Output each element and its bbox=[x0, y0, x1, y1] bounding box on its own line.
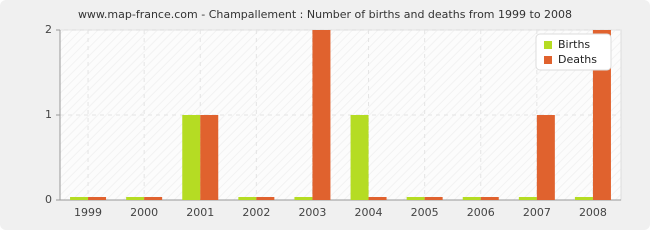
y-tick-label: 1 bbox=[45, 108, 52, 121]
y-tick-label: 2 bbox=[45, 23, 52, 36]
legend-swatch bbox=[544, 56, 552, 64]
bar bbox=[350, 115, 369, 200]
bar bbox=[144, 197, 163, 200]
bar bbox=[368, 197, 387, 200]
x-tick-label: 1999 bbox=[74, 206, 102, 219]
x-tick-label: 2006 bbox=[467, 206, 495, 219]
chart: www.map-france.com - Champallement : Num… bbox=[0, 0, 650, 230]
x-tick-label: 2000 bbox=[130, 206, 158, 219]
x-tick-label: 2002 bbox=[242, 206, 270, 219]
bar bbox=[182, 115, 201, 200]
bar bbox=[200, 115, 219, 200]
x-tick-label: 2007 bbox=[523, 206, 551, 219]
bar bbox=[480, 197, 499, 200]
x-tick-label: 2005 bbox=[411, 206, 439, 219]
chart-title: www.map-france.com - Champallement : Num… bbox=[78, 8, 572, 21]
y-tick-label: 0 bbox=[45, 193, 52, 206]
bar bbox=[518, 197, 537, 200]
x-tick-label: 2001 bbox=[186, 206, 214, 219]
legend-label: Births bbox=[558, 38, 590, 51]
bar bbox=[592, 30, 611, 200]
bar bbox=[88, 197, 107, 200]
bar bbox=[238, 197, 257, 200]
x-tick-label: 2008 bbox=[579, 206, 607, 219]
bar bbox=[462, 197, 481, 200]
bar bbox=[126, 197, 145, 200]
bar bbox=[424, 197, 443, 200]
bar bbox=[256, 197, 275, 200]
bar bbox=[406, 197, 425, 200]
bar bbox=[536, 115, 555, 200]
legend-swatch bbox=[544, 41, 552, 49]
bar bbox=[312, 30, 331, 200]
bar bbox=[574, 197, 593, 200]
legend-box bbox=[535, 33, 612, 71]
x-tick-label: 2004 bbox=[355, 206, 383, 219]
legend-label: Deaths bbox=[558, 53, 597, 66]
bar bbox=[70, 197, 89, 200]
bar bbox=[294, 197, 313, 200]
x-tick-label: 2003 bbox=[298, 206, 326, 219]
